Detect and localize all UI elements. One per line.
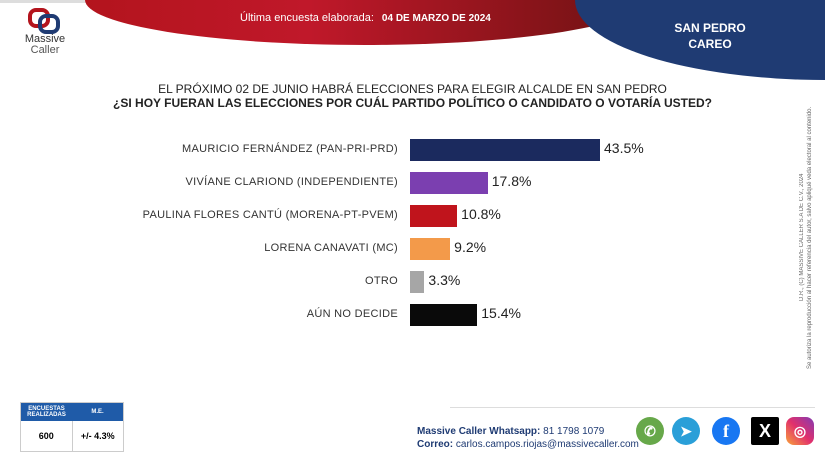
email-link[interactable]: carlos.campos.riojas@massivecaller.com xyxy=(455,439,639,450)
chart-row: AÚN NO DECIDE 15.4% xyxy=(0,304,790,326)
bar xyxy=(410,205,458,227)
brand-line2: Caller xyxy=(30,44,60,56)
bar xyxy=(410,238,451,260)
copyright-line1: D.R., (C) MASSIVE CALLER S.A DE C.V., 20… xyxy=(799,173,805,302)
survey-date-text: Última encuesta elaborada: 04 DE MARZO DE… xyxy=(240,12,491,24)
survey-label: Última encuesta elaborada: xyxy=(240,12,374,24)
question-text: ¿SI HOY FUERAN LAS ELECCIONES POR CUÁL P… xyxy=(113,96,712,110)
copyright-notice: D.R., (C) MASSIVE CALLER S.A DE C.V., 20… xyxy=(798,90,814,385)
email-label: Correo: xyxy=(417,439,454,450)
value-label: 17.8% xyxy=(491,173,532,189)
contact-info: Massive Caller Whatsapp: 81 1798 1079 Co… xyxy=(417,425,639,451)
bar xyxy=(410,172,488,194)
brand-line1: Massive xyxy=(24,33,66,45)
place-line2: CAREO xyxy=(688,37,732,51)
chart-row: OTRO 3.3% xyxy=(0,271,790,293)
logo-icon xyxy=(28,8,60,34)
stats-margin-value: +/- 4.3% xyxy=(71,421,124,451)
place-line1: SAN PEDRO xyxy=(674,21,746,35)
whatsapp-label: Massive Caller Whatsapp: xyxy=(417,426,541,437)
stats-header-margin: M.E. xyxy=(91,409,104,415)
value-label: 43.5% xyxy=(604,140,644,156)
category-label: PAULINA FLORES CANTÚ (MORENA-PT-PVEM) xyxy=(142,209,398,221)
survey-stats-table: ENCUESTAS REALIZADAS M.E. 600 +/- 4.3% xyxy=(20,402,124,452)
bar xyxy=(410,271,425,293)
whatsapp-icon[interactable]: ✆ xyxy=(636,417,664,445)
value-label: 15.4% xyxy=(481,305,521,321)
category-label: MAURICIO FERNÁNDEZ (PAN-PRI-PRD) xyxy=(182,143,398,155)
value-label: 3.3% xyxy=(428,272,461,288)
bar xyxy=(410,139,600,161)
stats-surveys-value: 600 xyxy=(38,431,54,441)
stats-header-surveys: ENCUESTAS REALIZADAS xyxy=(27,406,66,418)
footer-divider xyxy=(450,407,815,408)
chart-row: VIVÍANE CLARIOND (INDEPENDIENTE) 17.8% xyxy=(0,172,790,194)
category-label: AÚN NO DECIDE xyxy=(306,308,398,320)
x-icon[interactable]: X xyxy=(751,417,779,445)
category-label: OTRO xyxy=(365,275,398,287)
telegram-icon[interactable]: ➤ xyxy=(672,417,700,445)
category-label: VIVÍANE CLARIOND (INDEPENDIENTE) xyxy=(185,176,398,188)
value-label: 10.8% xyxy=(461,206,501,222)
massive-caller-logo: Massive Caller xyxy=(20,8,70,56)
chart-row: PAULINA FLORES CANTÚ (MORENA-PT-PVEM) 10.… xyxy=(0,205,790,227)
value-label: 9.2% xyxy=(454,239,487,255)
instagram-icon[interactable]: ◎ xyxy=(786,417,814,445)
question-intro: EL PRÓXIMO 02 DE JUNIO HABRÁ ELECCIONES … xyxy=(158,82,667,96)
survey-date: 04 DE MARZO DE 2024 xyxy=(381,13,491,24)
whatsapp-number[interactable]: 81 1798 1079 xyxy=(543,426,605,437)
facebook-icon[interactable]: f xyxy=(712,417,740,445)
copyright-line2: Se autoriza la reproducción al hacer ref… xyxy=(807,106,813,369)
chart-row: LORENA CANAVATI (MC) 9.2% xyxy=(0,238,790,260)
chart-row: MAURICIO FERNÁNDEZ (PAN-PRI-PRD) 43.5% xyxy=(0,139,790,161)
bar xyxy=(410,304,478,326)
category-label: LORENA CANAVATI (MC) xyxy=(264,242,398,254)
place-title: SAN PEDRO CAREO xyxy=(660,20,760,52)
